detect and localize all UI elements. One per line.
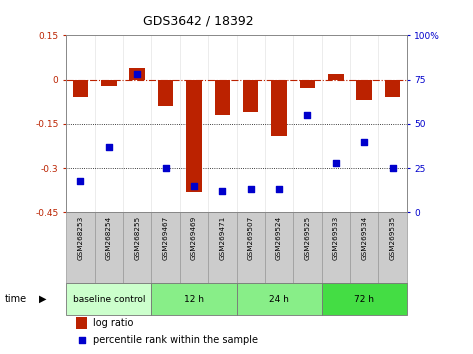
Bar [208, 212, 236, 283]
Bar [299, 80, 315, 88]
Bar [328, 74, 343, 80]
Text: GSM268255: GSM268255 [134, 216, 140, 260]
Bar [95, 212, 123, 283]
Point [304, 112, 311, 118]
Bar [73, 80, 88, 97]
Bar [129, 68, 145, 80]
Bar [214, 80, 230, 115]
Bar [151, 283, 236, 315]
Text: 72 h: 72 h [354, 295, 374, 304]
Text: GSM268253: GSM268253 [78, 216, 83, 260]
Text: GSM269535: GSM269535 [390, 216, 395, 260]
Text: 12 h: 12 h [184, 295, 204, 304]
Point [77, 178, 84, 183]
Bar [271, 80, 287, 136]
Bar [236, 283, 322, 315]
Point [190, 183, 198, 189]
Text: 24 h: 24 h [269, 295, 289, 304]
Text: GDS3642 / 18392: GDS3642 / 18392 [143, 14, 254, 27]
Bar [378, 212, 407, 283]
Text: GSM269467: GSM269467 [163, 216, 168, 260]
Bar [322, 283, 407, 315]
Bar [357, 80, 372, 100]
Bar [350, 212, 378, 283]
Point [133, 72, 141, 77]
Text: baseline control: baseline control [72, 295, 145, 304]
Point [78, 337, 86, 343]
Text: log ratio: log ratio [94, 318, 134, 329]
Bar [322, 212, 350, 283]
Text: GSM269525: GSM269525 [305, 216, 310, 260]
Bar [151, 212, 180, 283]
Point [162, 165, 169, 171]
Bar [236, 212, 265, 283]
Text: percentile rank within the sample: percentile rank within the sample [94, 335, 258, 345]
Point [247, 187, 254, 192]
Bar [265, 212, 293, 283]
Bar [66, 212, 95, 283]
Point [275, 187, 283, 192]
Bar [66, 283, 151, 315]
Point [332, 160, 340, 166]
Text: ▶: ▶ [39, 294, 46, 304]
Text: GSM269507: GSM269507 [248, 216, 254, 260]
Text: time: time [5, 294, 27, 304]
Bar [77, 317, 88, 329]
Bar [180, 212, 208, 283]
Bar [293, 212, 322, 283]
Bar [385, 80, 400, 97]
Bar [186, 80, 201, 192]
Text: GSM269533: GSM269533 [333, 216, 339, 260]
Bar [123, 212, 151, 283]
Point [105, 144, 113, 150]
Bar [243, 80, 258, 112]
Bar [101, 80, 116, 86]
Text: GSM268254: GSM268254 [106, 216, 112, 260]
Point [360, 139, 368, 144]
Bar [158, 80, 173, 106]
Text: GSM269469: GSM269469 [191, 216, 197, 260]
Point [219, 188, 226, 194]
Text: GSM269524: GSM269524 [276, 216, 282, 260]
Point [389, 165, 396, 171]
Text: GSM269534: GSM269534 [361, 216, 367, 260]
Text: GSM269471: GSM269471 [219, 216, 225, 260]
